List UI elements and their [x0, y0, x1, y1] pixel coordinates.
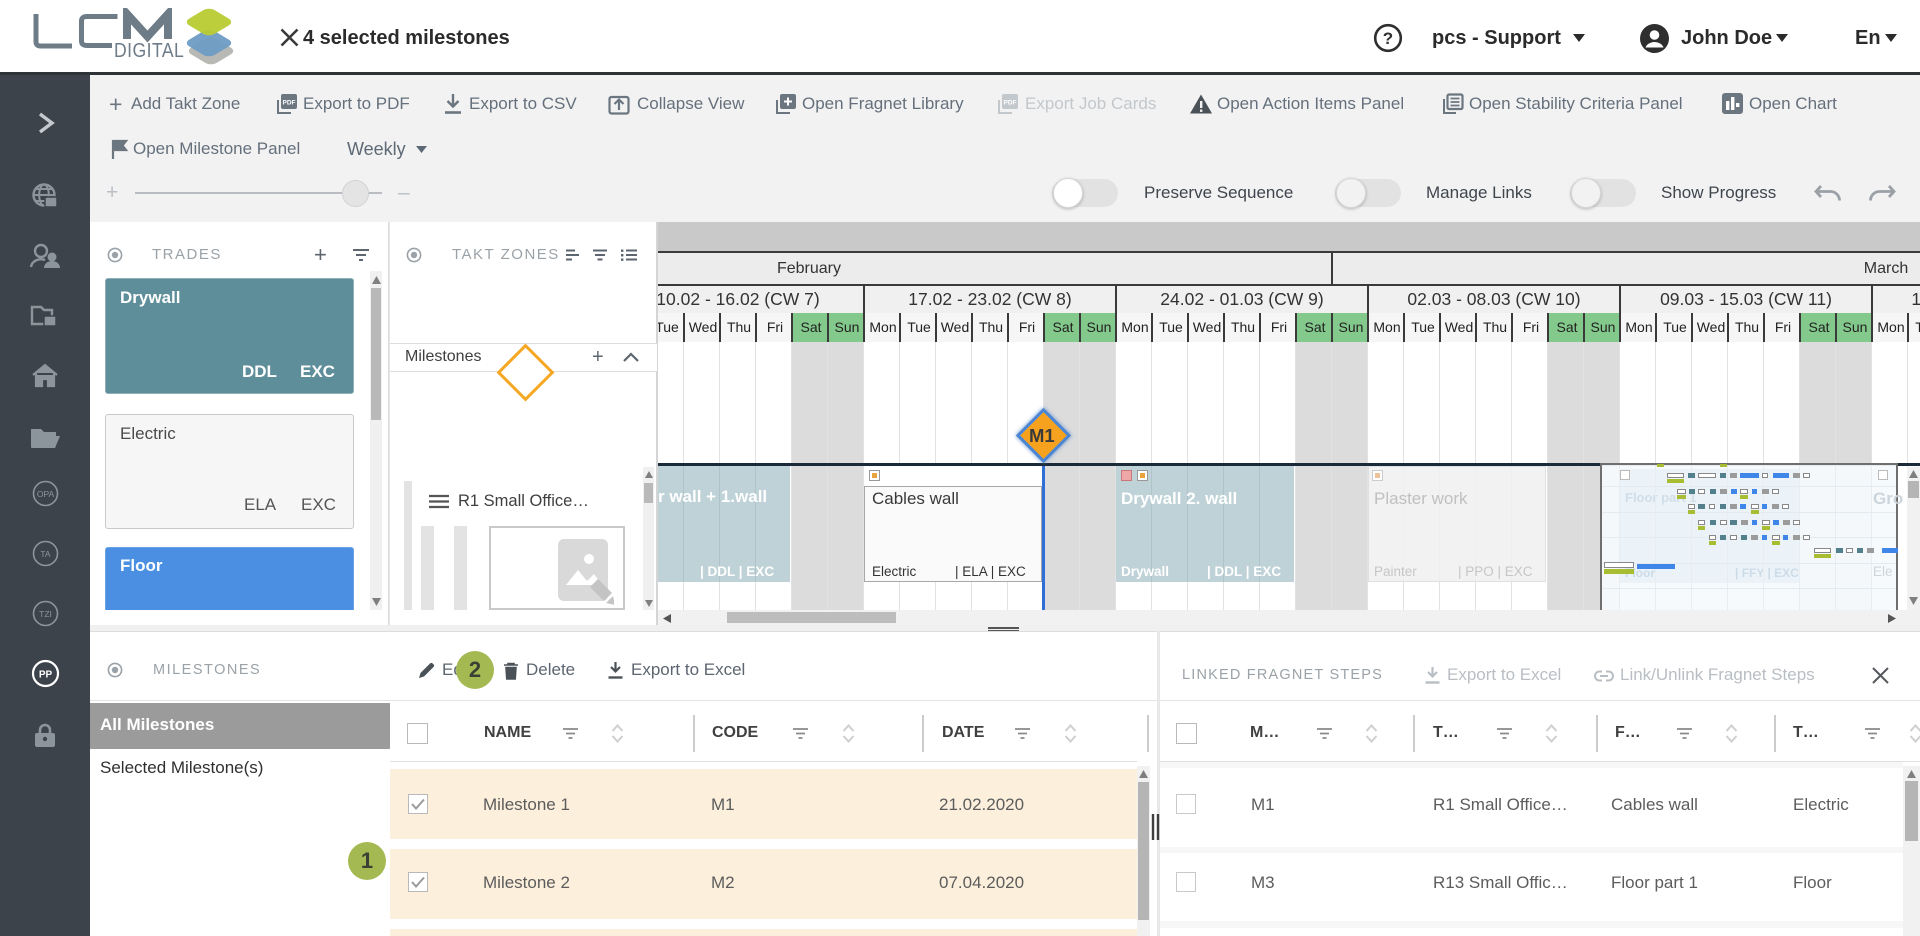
- svg-text:PDF: PDF: [283, 100, 296, 107]
- svg-text:PP: PP: [39, 670, 53, 681]
- svg-text:OPA: OPA: [37, 489, 55, 499]
- svg-text:PDF: PDF: [1004, 100, 1017, 107]
- svg-text:TA: TA: [40, 549, 51, 559]
- svg-text:?: ?: [1383, 29, 1393, 48]
- svg-text:TZI: TZI: [39, 609, 52, 619]
